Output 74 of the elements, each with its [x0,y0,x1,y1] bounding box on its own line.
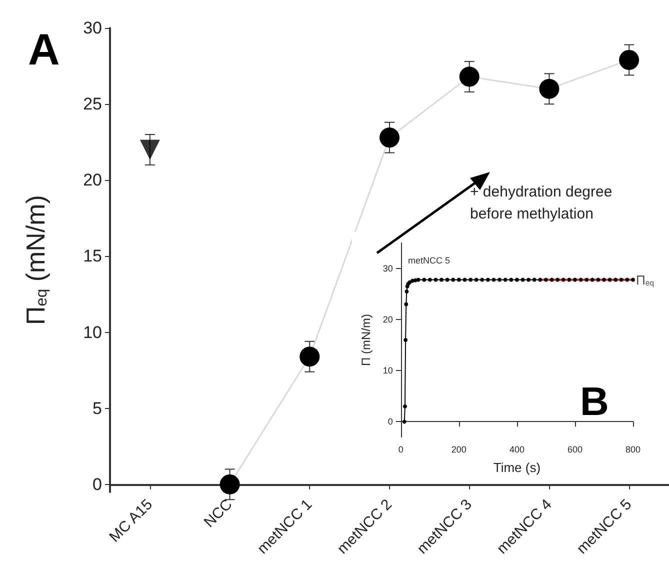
y-tick-label: 10 [83,322,102,342]
y-tick-label: 10 [382,366,393,376]
point [416,278,420,282]
point [544,278,548,282]
point [584,278,589,282]
point [539,78,560,99]
point [456,278,461,282]
point [567,278,572,282]
point [451,278,456,282]
y-axis-title: Πeq (mN/m) [20,195,50,325]
x-tick-label: 200 [451,444,466,454]
annotation: + dehydration degree before methylation [470,184,612,222]
point [578,278,583,282]
annotation: B [580,380,609,424]
point [498,278,502,282]
point [614,278,618,282]
point [590,278,594,282]
point [556,278,560,282]
y-tick-label: 0 [388,416,393,427]
point [619,50,640,70]
y-tick-label: 20 [83,170,102,190]
point [468,278,473,282]
point [538,278,542,282]
point [520,278,525,282]
text: A [28,26,60,74]
point [526,278,531,282]
point [380,128,400,148]
x-axis-title: Time (s) [493,460,541,475]
point [561,278,566,282]
point [596,278,600,282]
point [625,278,630,282]
point [503,278,508,282]
y-tick-label: 0 [92,474,102,494]
point [404,302,408,306]
y-tick-label: 30 [83,18,102,38]
y-tick-label: 15 [83,246,102,266]
point [608,278,612,282]
point [619,278,624,282]
point [631,278,635,282]
x-tick-label: MC A15 [106,496,156,546]
point [459,66,480,87]
x-tick-label: 0 [398,444,404,454]
y-tick-label: 30 [382,264,393,274]
point [514,278,519,282]
point [572,278,577,282]
point [402,404,407,408]
x-tick-label: 600 [567,444,582,454]
point [428,278,432,282]
point [402,420,406,424]
point [532,278,536,282]
point [404,290,409,294]
point [462,278,467,282]
annotation: metNCC 5 [408,256,450,266]
point [486,278,490,282]
point [220,474,240,494]
point [422,278,426,282]
point [602,278,606,282]
point [440,278,444,282]
point [550,278,554,282]
point [140,140,160,160]
point [474,278,478,282]
point [300,346,320,367]
point [404,338,408,342]
y-tick-label: 5 [92,398,102,418]
y-axis-title: Π (mN/m) [359,314,373,366]
x-tick-label: 800 [625,444,641,454]
point [480,278,484,282]
point [445,278,450,282]
y-tick-label: 20 [382,314,393,325]
point [492,278,496,282]
point [434,278,438,282]
y-tick-label: 25 [83,94,102,114]
x-tick-label: 400 [509,444,524,454]
point [509,278,514,282]
